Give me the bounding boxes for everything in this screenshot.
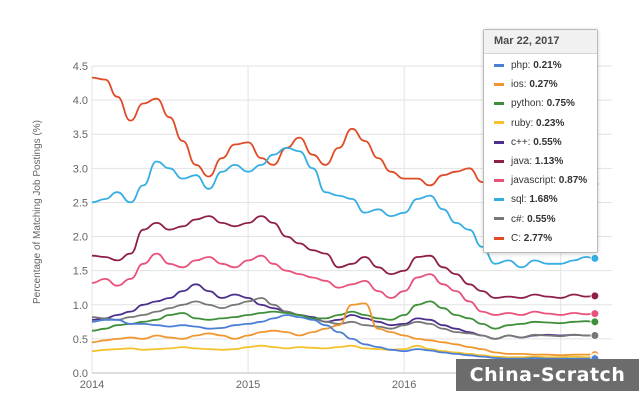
y-axis-title: Percentage of Matching Job Postings (%) [32,120,43,304]
series-swatch-icon [494,140,504,144]
endpoint-marker-sql [590,253,600,263]
tooltip-series-name: python: [511,98,547,110]
tooltip-series-name: c++: [511,136,534,148]
series-line-ruby [91,344,595,359]
endpoint-marker-c# [590,330,600,340]
series-line-c# [91,297,595,340]
series-line-php [91,314,595,360]
tooltip-row-c++: c++: 0.55% [494,134,562,151]
hover-tooltip: Mar 22, 2017 php: 0.21% ios: 0.27% python:… [483,29,598,253]
series-swatch-icon [494,179,504,183]
y-tick-label: 0.0 [73,368,88,380]
endpoint-marker-java [590,291,600,301]
y-tick-label: 4.0 [73,95,88,107]
series-line-sql [91,147,595,269]
y-tick-label: 1.0 [73,300,88,312]
tooltip-row-php: php: 0.21% [494,57,562,74]
tooltip-row-python: python: 0.75% [494,95,575,112]
y-tick-label: 2.0 [73,232,88,244]
y-axis-ticks: 0.0 0.5 1.0 1.5 2.0 2.5 3.0 3.5 4.0 4.5 [73,61,88,380]
tooltip-series-name: C: [511,232,524,244]
tooltip-series-name: c#: [511,213,528,225]
tooltip-series-name: sql: [511,194,530,206]
series-swatch-icon [494,159,504,163]
tooltip-series-value: 0.87% [558,175,588,187]
series-swatch-icon [494,198,504,202]
tooltip-series-value: 0.21% [533,60,562,71]
series-line-c++ [91,283,595,340]
y-tick-label: 1.5 [73,266,88,278]
y-tick-label: 0.5 [73,334,88,346]
tooltip-series-value: 0.75% [546,98,575,110]
tooltip-row-ruby: ruby: 0.23% [494,115,564,132]
series-lines [91,76,595,360]
tooltip-series-value: 0.27% [529,79,558,91]
series-swatch-icon [494,217,504,221]
series-line-ios [91,302,595,357]
endpoint-marker-javascript [590,309,600,319]
x-tick-label: 2015 [236,379,260,391]
tooltip-series-value: 2.77% [523,232,553,244]
tooltip-row-C: C: 2.77% [494,230,552,247]
series-line-javascript [91,252,595,316]
series-swatch-icon [494,121,504,125]
y-tick-label: 4.5 [73,61,88,73]
x-tick-label: 2014 [80,379,104,391]
y-tick-label: 2.5 [73,197,88,209]
tooltip-series-value: 1.13% [534,156,564,167]
tooltip-row-sql: sql: 1.68% [494,191,558,208]
tooltip-series-value: 0.55% [533,136,562,148]
tooltip-series-name: ios: [511,79,530,91]
series-swatch-icon [494,102,504,106]
endpoint-marker-python [590,317,600,327]
series-swatch-icon [494,63,504,67]
tooltip-series-name: java: [511,156,535,167]
series-swatch-icon [494,83,504,87]
tooltip-series-name: php: [511,60,534,71]
tooltip-series-name: javascript: [511,175,559,187]
series-swatch-icon [494,236,504,240]
tooltip-row-ios: ios: 0.27% [494,76,558,93]
tooltip-date: Mar 22, 2017 [484,30,597,54]
y-tick-label: 3.5 [73,129,88,141]
tooltip-series-value: 0.23% [536,117,565,129]
tooltip-row-c#: c#: 0.55% [494,211,555,228]
tooltip-row-javascript: javascript: 0.87% [494,172,587,189]
tooltip-row-java: java: 1.13% [494,153,563,170]
y-tick-label: 3.0 [73,163,88,175]
series-line-java [91,215,595,299]
x-tick-label: 2016 [392,379,416,391]
tooltip-series-value: 0.55% [527,213,556,225]
watermark: China-Scratch [456,359,639,391]
tooltip-series-value: 1.68% [529,194,558,206]
tooltip-series-name: ruby: [511,117,537,129]
